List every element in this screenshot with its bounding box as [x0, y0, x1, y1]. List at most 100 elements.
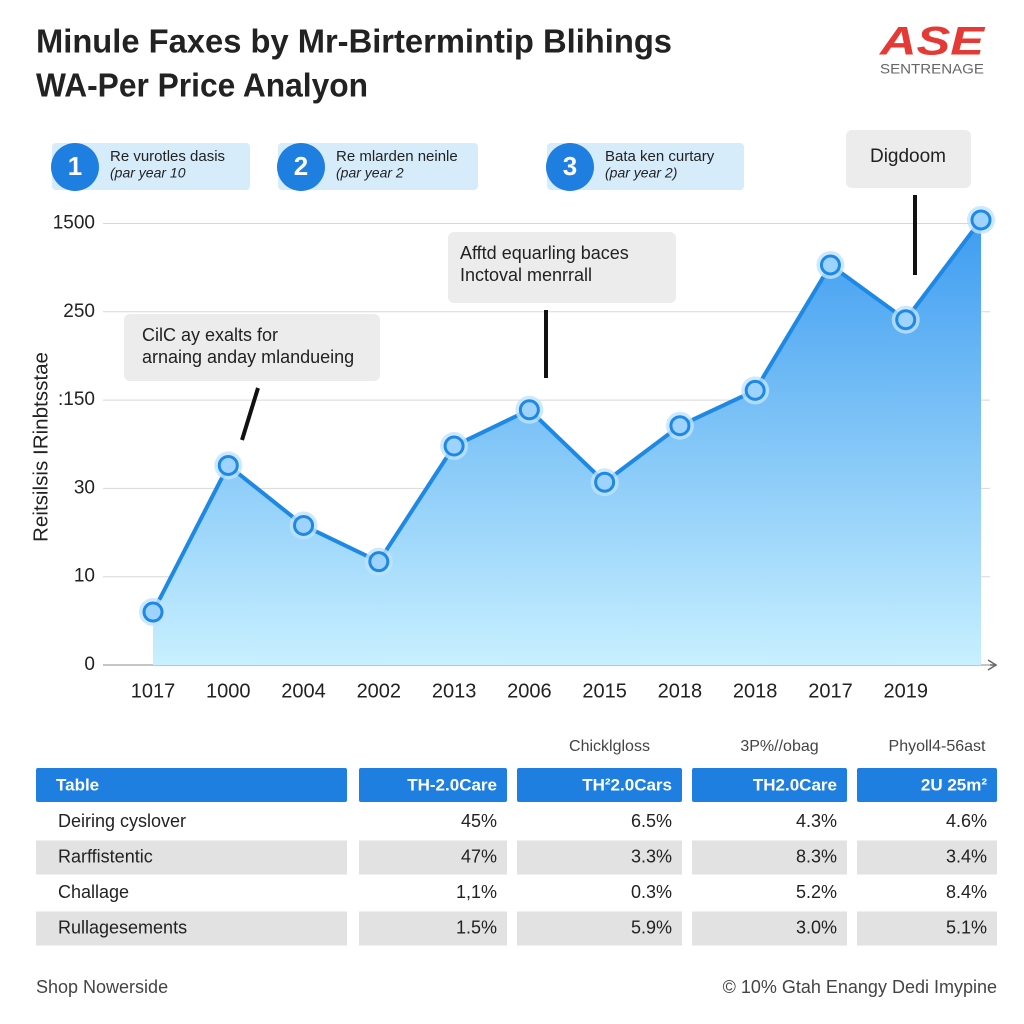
point — [970, 209, 992, 231]
x-tick-label: 1017 — [131, 680, 176, 702]
x-tick-label: 2006 — [507, 680, 552, 702]
x-tick-label: 2017 — [808, 680, 853, 702]
callout-title: Bata ken curtary — [605, 148, 715, 165]
column-header: Table — [56, 775, 99, 794]
y-tick-label: 30 — [74, 477, 95, 498]
callout-subtitle: (par year 2 — [336, 165, 404, 181]
header-cell — [359, 768, 507, 802]
callout-badge — [51, 143, 99, 191]
line — [151, 218, 983, 613]
row-cell — [692, 911, 847, 946]
cell: 5.1% — [946, 917, 987, 937]
point — [594, 471, 616, 493]
cell: 4.3% — [796, 811, 837, 831]
point — [368, 551, 390, 573]
callout-box — [278, 143, 478, 190]
chart: 0 10 30:150 250 1500 1017 1000 2004 2002 2013 2006… — [51, 130, 995, 702]
callout-number: 1 — [68, 151, 82, 181]
x-tick-label: 2015 — [582, 680, 627, 702]
point — [142, 601, 164, 623]
cell: 45% — [461, 811, 497, 831]
annotation-pointer — [240, 387, 260, 441]
callout-number: 2 — [294, 151, 308, 181]
annotation-box — [124, 314, 380, 381]
row-cell — [36, 911, 347, 946]
point — [443, 435, 465, 457]
row-cell — [517, 840, 682, 875]
header-cell — [857, 768, 997, 802]
header-cell — [36, 768, 347, 802]
cell: 5.9% — [631, 917, 672, 937]
column-header: 2U 25m² — [921, 775, 987, 794]
note: Digdoom — [870, 146, 946, 167]
group-label: Chicklgloss — [569, 738, 650, 755]
row-cell — [857, 840, 997, 875]
row-cell — [692, 840, 847, 875]
point — [217, 454, 239, 476]
y-tick-label: 10 — [74, 566, 95, 587]
cell: 1,1% — [456, 882, 497, 902]
header-cell — [517, 768, 682, 802]
footer-right: © 10% Gtah Enangy Dedi Imypine — [723, 977, 997, 997]
column-header: TH2.0Care — [753, 775, 837, 794]
annotation-text: arnaing anday mlandueing — [142, 347, 354, 367]
callout-box — [547, 143, 744, 190]
callout-title: Re mlarden neinle — [336, 148, 458, 165]
annotation-text: CilC ay exalts for — [142, 325, 278, 345]
logo: ASE — [879, 20, 986, 64]
point — [895, 309, 917, 331]
row-cell — [36, 840, 347, 875]
column-header: TH²2.0Cars — [582, 775, 672, 794]
x-tick-label: 2019 — [883, 680, 928, 702]
x-tick-label: 2002 — [357, 680, 402, 702]
y-axis-label: Reitsilsis IRinbtsstae — [30, 352, 52, 542]
axis-arrow — [987, 659, 998, 671]
x-tick-label: 2018 — [658, 680, 703, 702]
column-header: TH-2.0Care — [407, 775, 497, 794]
group-label: Phyoll4-56ast — [889, 738, 987, 755]
point — [293, 514, 315, 536]
y-tick-label: :150 — [58, 389, 95, 410]
annotation-text: Inctoval menrrall — [460, 265, 592, 285]
point — [744, 379, 766, 401]
callout-subtitle: (par year 10 — [110, 165, 186, 181]
cell: Deiring cyslover — [58, 811, 186, 831]
y-tick-label: 0 — [84, 654, 95, 675]
logo-subtitle: SENTRENAGE — [880, 61, 984, 77]
cell: 3.4% — [946, 846, 987, 866]
header-cell — [692, 768, 847, 802]
cell: 3.3% — [631, 846, 672, 866]
callout-subtitle: (par year 2) — [605, 165, 677, 181]
callout-title: Re vurotles dasis — [110, 148, 225, 165]
row-cell — [359, 840, 507, 875]
callout-badge — [546, 143, 594, 191]
cell: Challage — [58, 882, 129, 902]
group-label: 3P%//obag — [740, 738, 818, 755]
point — [819, 254, 841, 276]
cell: Rullagesements — [58, 917, 187, 937]
cell: Rarffistentic — [58, 846, 153, 866]
cell: 6.5% — [631, 811, 672, 831]
x-tick-label: 2018 — [733, 680, 778, 702]
footer-left: Shop Nowerside — [36, 977, 168, 997]
title: Minule Faxes by Mr-Birtermintip Blihings — [36, 23, 672, 60]
cell: 5.2% — [796, 882, 837, 902]
point — [669, 415, 691, 437]
callout-box — [52, 143, 250, 190]
callout-badge — [277, 143, 325, 191]
cell: 8.4% — [946, 882, 987, 902]
annotation-text: Afftd equarling baces — [460, 243, 629, 263]
point — [518, 399, 540, 421]
row-cell — [517, 911, 682, 946]
row-cell — [857, 911, 997, 946]
cell: 1.5% — [456, 917, 497, 937]
cell: 47% — [461, 846, 497, 866]
title: WA-Per Price Analyon — [36, 67, 368, 104]
cell: 4.6% — [946, 811, 987, 831]
note-box — [846, 130, 971, 188]
cell: 3.0% — [796, 917, 837, 937]
x-tick-label: 1000 — [206, 680, 251, 702]
y-tick-label: 1500 — [53, 213, 95, 234]
cell: 0.3% — [631, 882, 672, 902]
